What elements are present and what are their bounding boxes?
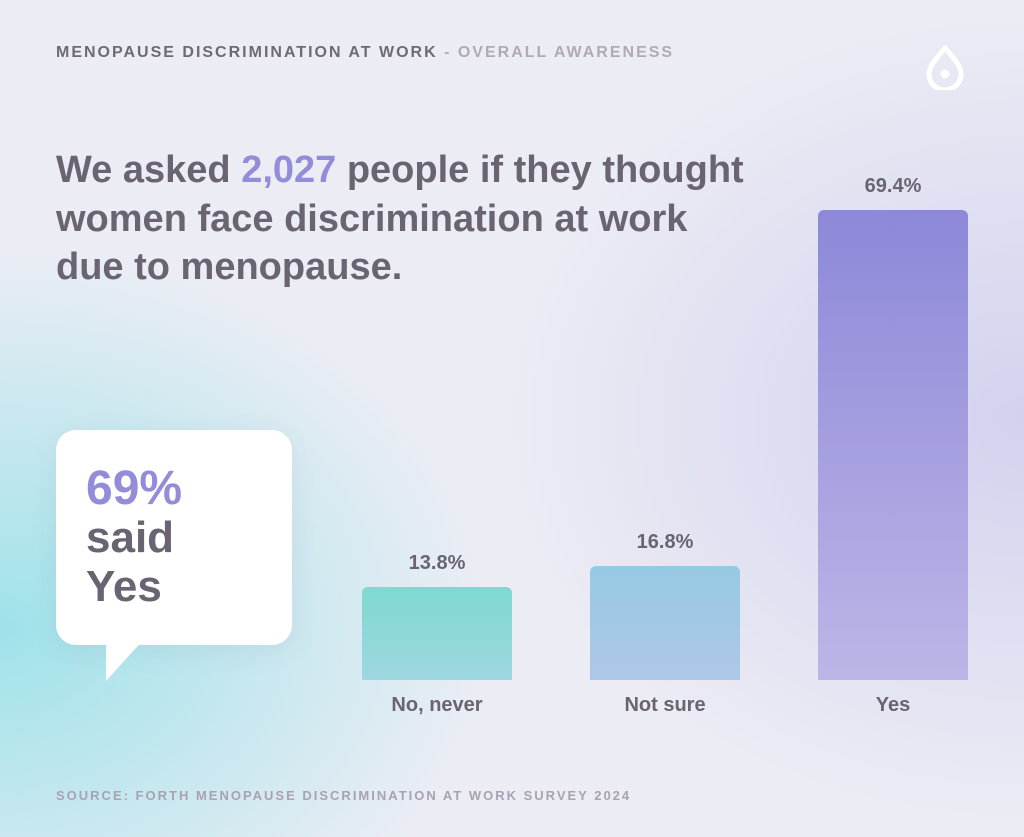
bar xyxy=(590,566,740,680)
bar-value-label: 13.8% xyxy=(409,552,466,575)
bar-category-label: Not sure xyxy=(624,694,705,717)
header-text: MENOPAUSE DISCRIMINATION AT WORK - OVERA… xyxy=(56,44,674,62)
bar-value-label: 16.8% xyxy=(637,531,694,554)
header-row: MENOPAUSE DISCRIMINATION AT WORK - OVERA… xyxy=(56,44,968,90)
callout-wrap: 69% said Yes xyxy=(56,430,292,645)
header-title-bold: MENOPAUSE DISCRIMINATION AT WORK xyxy=(56,44,438,61)
header-title-sep: - xyxy=(438,44,458,61)
bar-slot: 13.8% No, never xyxy=(362,552,512,717)
infographic-page: MENOPAUSE DISCRIMINATION AT WORK - OVERA… xyxy=(0,0,1024,837)
header-title-sub: OVERALL AWARENESS xyxy=(458,44,674,61)
callout-line2: Yes xyxy=(86,563,258,611)
bar-value-label: 69.4% xyxy=(865,175,922,198)
bar xyxy=(362,587,512,680)
droplet-icon xyxy=(922,44,968,90)
bar-chart: 13.8%No, never16.8%Not sure69.4%Yes xyxy=(362,207,968,717)
callout-bubble: 69% said Yes xyxy=(56,430,292,645)
callout-pct: 69% xyxy=(86,464,258,514)
bar-category-label: No, never xyxy=(391,694,482,717)
headline-prefix: We asked xyxy=(56,149,241,191)
callout-line1: said xyxy=(86,514,258,562)
bar-category-label: Yes xyxy=(876,694,910,717)
bar-slot: 16.8% Not sure xyxy=(590,531,740,717)
bar xyxy=(818,210,968,680)
headline-number: 2,027 xyxy=(241,149,336,191)
bar-slot: 69.4% Yes xyxy=(818,175,968,717)
source-line: SOURCE: FORTH MENOPAUSE DISCRIMINATION A… xyxy=(56,788,631,803)
